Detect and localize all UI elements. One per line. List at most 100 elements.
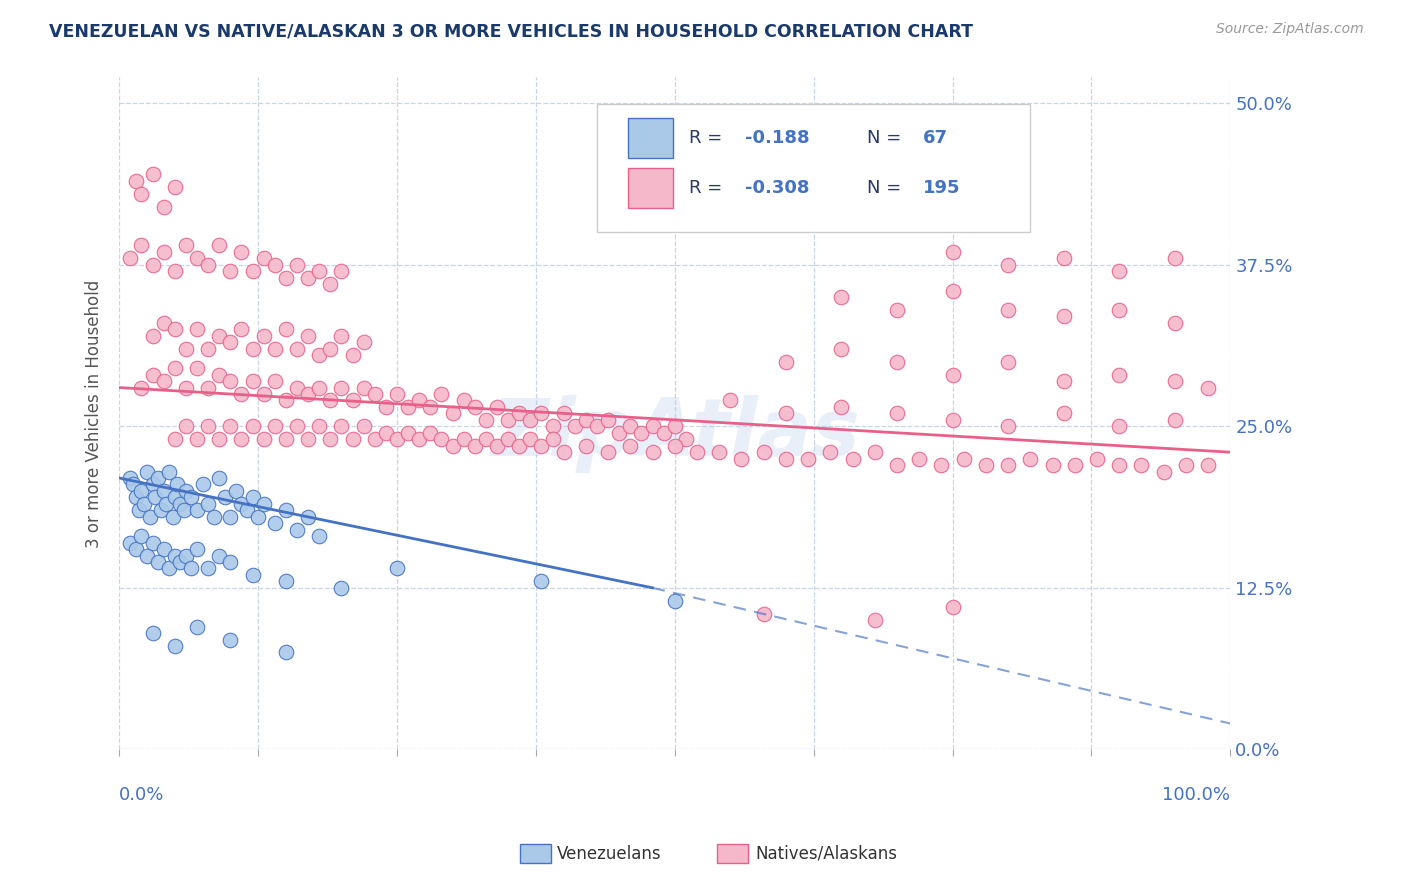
Point — [364, 387, 387, 401]
Point — [263, 516, 285, 531]
Point — [641, 445, 664, 459]
Point — [174, 238, 197, 252]
Point — [1019, 451, 1042, 466]
Point — [285, 419, 308, 434]
Text: R =: R = — [689, 129, 728, 147]
Point — [820, 445, 842, 459]
Point — [441, 439, 464, 453]
Point — [830, 290, 852, 304]
Point — [152, 244, 174, 259]
Point — [186, 322, 208, 336]
Point — [575, 413, 598, 427]
Point — [285, 523, 308, 537]
Point — [396, 400, 419, 414]
Point — [142, 368, 165, 382]
Point — [308, 380, 330, 394]
Point — [1164, 252, 1187, 266]
Point — [1063, 458, 1085, 472]
Point — [231, 244, 253, 259]
Point — [1197, 458, 1219, 472]
Point — [242, 491, 264, 505]
Point — [364, 432, 387, 446]
Point — [142, 477, 165, 491]
Point — [908, 451, 931, 466]
Point — [146, 471, 169, 485]
Point — [219, 555, 242, 569]
Point — [664, 594, 686, 608]
Point — [152, 542, 174, 557]
Point — [675, 432, 697, 446]
Point — [374, 400, 396, 414]
Point — [219, 632, 242, 647]
Point — [202, 509, 225, 524]
Point — [128, 503, 150, 517]
Point — [174, 419, 197, 434]
Point — [308, 419, 330, 434]
Point — [863, 445, 886, 459]
Point — [1197, 380, 1219, 394]
Point — [163, 322, 186, 336]
Bar — [628, 169, 672, 209]
Point — [219, 419, 242, 434]
Text: VENEZUELAN VS NATIVE/ALASKAN 3 OR MORE VEHICLES IN HOUSEHOLD CORRELATION CHART: VENEZUELAN VS NATIVE/ALASKAN 3 OR MORE V… — [49, 22, 973, 40]
Point — [186, 619, 208, 633]
Point — [242, 419, 264, 434]
Point — [607, 425, 630, 440]
Point — [419, 400, 441, 414]
Point — [886, 458, 908, 472]
Point — [131, 529, 153, 543]
Point — [942, 368, 965, 382]
Point — [197, 497, 219, 511]
Point — [775, 406, 797, 420]
Point — [191, 477, 214, 491]
Text: N =: N = — [868, 129, 907, 147]
Point — [496, 413, 519, 427]
Point — [174, 483, 197, 498]
Point — [208, 368, 231, 382]
Point — [163, 491, 186, 505]
Point — [263, 342, 285, 356]
Text: 100.0%: 100.0% — [1163, 787, 1230, 805]
Point — [197, 419, 219, 434]
Point — [374, 425, 396, 440]
Point — [231, 432, 253, 446]
Point — [598, 445, 620, 459]
Point — [186, 252, 208, 266]
Point — [541, 419, 564, 434]
Point — [231, 387, 253, 401]
Point — [274, 270, 297, 285]
Point — [146, 555, 169, 569]
Point — [214, 491, 236, 505]
Point — [598, 413, 620, 427]
Point — [180, 561, 202, 575]
Point — [131, 380, 153, 394]
Point — [1053, 406, 1076, 420]
Point — [486, 439, 509, 453]
Point — [231, 322, 253, 336]
Point — [541, 432, 564, 446]
Y-axis label: 3 or more Vehicles in Household: 3 or more Vehicles in Household — [86, 279, 103, 548]
Point — [242, 374, 264, 388]
Point — [152, 200, 174, 214]
Point — [274, 645, 297, 659]
Point — [152, 483, 174, 498]
Point — [1164, 374, 1187, 388]
Point — [385, 387, 408, 401]
Point — [297, 270, 319, 285]
Point — [486, 400, 509, 414]
Point — [208, 329, 231, 343]
Point — [1108, 368, 1130, 382]
Point — [1108, 303, 1130, 318]
Point — [942, 284, 965, 298]
Point — [1053, 252, 1076, 266]
Point — [308, 348, 330, 362]
Point — [1108, 264, 1130, 278]
Point — [797, 451, 820, 466]
Point — [1153, 465, 1175, 479]
Text: R =: R = — [689, 179, 728, 197]
Point — [886, 303, 908, 318]
Point — [263, 419, 285, 434]
Text: N =: N = — [868, 179, 907, 197]
Point — [664, 439, 686, 453]
Point — [157, 561, 180, 575]
